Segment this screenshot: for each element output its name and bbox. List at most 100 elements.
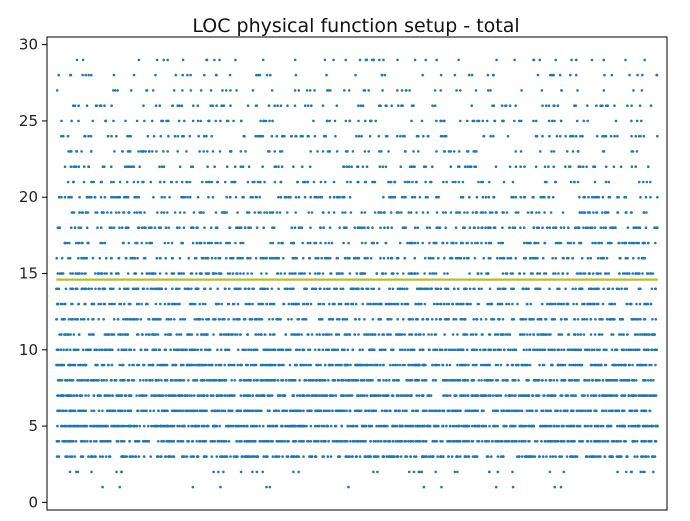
data-point <box>286 104 289 107</box>
data-point <box>142 409 145 413</box>
data-point <box>242 424 246 428</box>
data-point <box>462 394 466 397</box>
data-point <box>381 89 384 92</box>
data-point <box>135 302 139 306</box>
data-point <box>133 287 137 291</box>
data-point <box>595 348 599 352</box>
data-point <box>488 363 492 367</box>
data-point <box>529 241 532 245</box>
data-point <box>603 73 606 77</box>
data-point <box>481 195 485 199</box>
data-point <box>449 394 452 397</box>
data-point <box>137 150 140 153</box>
data-point <box>101 363 105 367</box>
data-point <box>197 424 200 428</box>
data-point <box>271 455 275 458</box>
data-point <box>516 455 519 458</box>
data-point <box>574 226 577 229</box>
data-point <box>151 89 155 92</box>
data-point <box>549 302 553 306</box>
data-point <box>502 455 505 458</box>
data-point <box>225 440 228 443</box>
data-point <box>540 89 544 92</box>
data-point <box>263 180 266 184</box>
data-point <box>642 134 646 138</box>
data-point <box>176 104 179 107</box>
data-point <box>618 241 621 245</box>
data-point <box>339 287 343 291</box>
data-point <box>315 363 318 367</box>
data-point <box>91 318 94 321</box>
data-point <box>253 363 256 367</box>
data-point <box>162 180 166 184</box>
data-point <box>359 409 363 413</box>
data-point <box>308 256 312 260</box>
data-point <box>270 256 274 260</box>
data-point <box>411 180 414 184</box>
data-point <box>449 165 453 168</box>
data-point <box>414 302 418 306</box>
data-point <box>344 379 348 382</box>
data-point <box>306 302 310 306</box>
data-point <box>99 241 102 245</box>
data-point <box>407 318 411 321</box>
data-point <box>257 211 260 214</box>
data-point <box>353 318 357 321</box>
data-point <box>100 348 104 352</box>
data-point <box>74 440 78 443</box>
data-point <box>199 211 203 214</box>
data-point <box>145 241 148 245</box>
data-point <box>494 165 498 168</box>
data-point <box>476 409 480 413</box>
data-point <box>372 394 376 397</box>
data-point <box>644 226 648 229</box>
data-point <box>434 379 437 382</box>
data-point <box>110 363 114 367</box>
data-point <box>112 73 116 77</box>
data-point <box>534 119 538 123</box>
data-point <box>272 302 276 306</box>
data-point <box>277 287 280 291</box>
data-point <box>272 409 276 413</box>
data-point <box>601 256 604 260</box>
data-point <box>638 348 641 352</box>
data-point <box>349 211 353 214</box>
data-point <box>68 256 72 260</box>
data-point <box>566 302 569 306</box>
data-point <box>90 180 93 184</box>
data-point <box>445 363 449 367</box>
data-point <box>321 348 325 352</box>
data-point <box>192 363 196 367</box>
data-point <box>148 379 152 382</box>
data-point <box>589 318 593 321</box>
data-point <box>168 302 171 306</box>
data-point <box>307 363 310 367</box>
data-point <box>483 394 487 397</box>
data-point <box>270 134 274 138</box>
data-point <box>562 348 566 352</box>
data-point <box>641 180 645 184</box>
data-point <box>630 134 633 138</box>
data-point <box>604 226 608 229</box>
data-point <box>56 424 59 428</box>
data-point <box>400 302 404 306</box>
data-point <box>71 211 74 214</box>
data-point <box>406 180 409 184</box>
data-point <box>295 333 299 336</box>
data-point <box>511 363 515 367</box>
data-point <box>455 89 458 92</box>
data-point <box>534 165 538 168</box>
data-point <box>219 241 222 245</box>
data-point <box>623 195 626 199</box>
data-point <box>637 318 640 321</box>
data-point <box>233 379 236 382</box>
data-point <box>283 287 287 291</box>
data-point <box>437 226 441 229</box>
data-point <box>468 287 472 291</box>
data-point <box>277 165 280 168</box>
data-point <box>369 455 373 458</box>
data-point <box>251 89 255 92</box>
data-point <box>435 119 438 123</box>
data-point <box>80 256 83 260</box>
data-point <box>377 394 381 397</box>
